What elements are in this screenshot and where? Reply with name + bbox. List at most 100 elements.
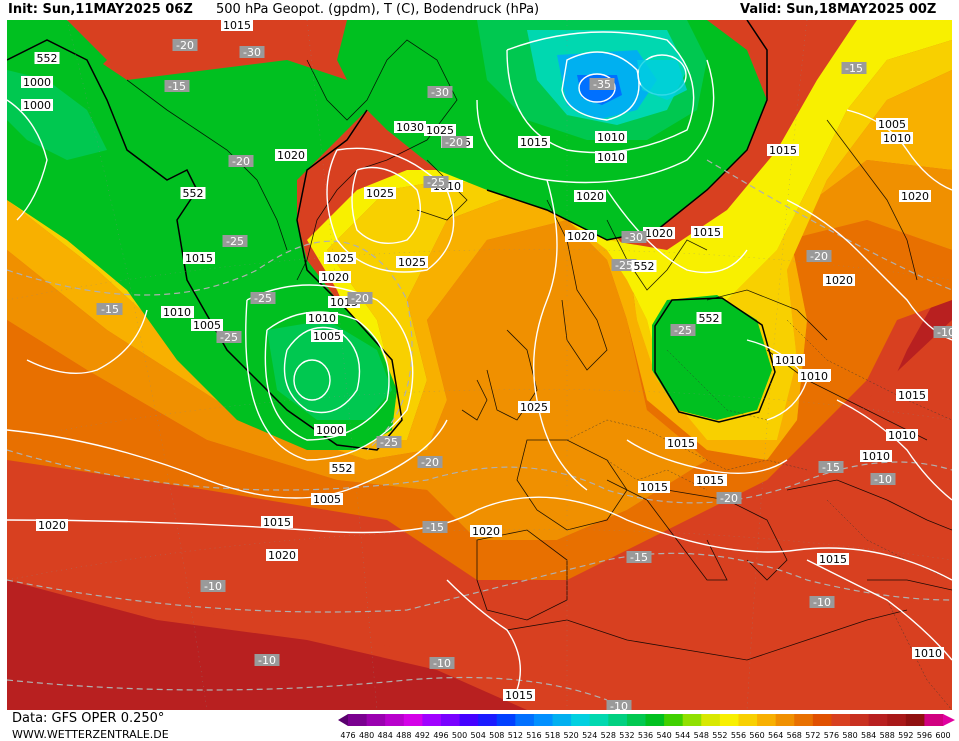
isobar-label: 1015 [221, 20, 253, 32]
temperature-label-text: -10 [937, 326, 952, 339]
temperature-label-text: -15 [845, 62, 863, 75]
isobar-label-text: 1010 [862, 450, 890, 463]
colorbar-tick-label: 544 [675, 731, 690, 740]
isobar-label-text: 1020 [38, 519, 66, 532]
colorbar-tick-label: 496 [433, 731, 448, 740]
isobar-label: 1025 [518, 401, 550, 414]
isobar-label: 1010 [798, 370, 830, 383]
isobar-label: 1030 [394, 121, 426, 134]
field-teal-nw [7, 70, 107, 160]
temperature-label: -20 [228, 155, 254, 168]
temperature-label-text: -25 [380, 436, 398, 449]
temperature-label-text: -10 [258, 654, 276, 667]
isobar-label: 1020 [470, 525, 502, 538]
colorbar-tick-label: 576 [824, 731, 839, 740]
isobar-label: 1010 [912, 647, 944, 660]
isobar-label-text: 1025 [398, 256, 426, 269]
isobar-label: 1005 [311, 330, 343, 343]
isobars [7, 31, 952, 691]
colorbar-cell [664, 714, 684, 726]
colorbar-tick-label: 476 [340, 731, 355, 740]
colorbar-tick-label: 488 [396, 731, 411, 740]
colorbar-cell [589, 714, 609, 726]
forecast-map: 1015100010301025101510151010102010251010… [7, 20, 952, 710]
isobar-label-text: 1025 [520, 401, 548, 414]
colorbar-cell [496, 714, 516, 726]
isobar-label-text: 1010 [775, 354, 803, 367]
colorbar-right-arrow [943, 714, 955, 726]
temperature-label: -15 [841, 62, 867, 75]
colorbar-tick-label: 592 [898, 731, 913, 740]
colorbar-legend: 476 480 484 488 492 496 500 504 508 512 516 518 520 5… [338, 714, 955, 740]
temperature-label-text: -30 [625, 231, 643, 244]
isobar-label-text: 1010 [597, 131, 625, 144]
temperature-label: -15 [164, 80, 190, 93]
isobar-label: 1015 [503, 689, 535, 702]
colorbar-cell [794, 714, 814, 726]
isobar-label-text: 1015 [505, 689, 533, 702]
temperature-label: -15 [818, 461, 844, 474]
isobar-label-text: 1010 [597, 151, 625, 164]
colorbar-tick-label: 596 [917, 731, 932, 740]
isobar-label-text: 1000 [23, 99, 51, 112]
temperature-label-text: -15 [426, 521, 444, 534]
colorbar-tick-label: 504 [471, 731, 486, 740]
geopotential-label: 552 [180, 187, 206, 200]
temperature-label-text: -20 [810, 250, 828, 263]
isobar-label-text: 1020 [901, 190, 929, 203]
colorbar-tick-label: 540 [656, 731, 671, 740]
isobar-label: 1020 [899, 190, 931, 203]
isobar-label: 1005 [876, 118, 908, 131]
colorbar-cell [682, 714, 702, 726]
colorbar-cell [478, 714, 498, 726]
isobar-label-text: 1005 [193, 319, 221, 332]
isobar-label-text: 1005 [878, 118, 906, 131]
temperature-label-text: -20 [232, 155, 250, 168]
isobar-label-text: 1015 [263, 516, 291, 529]
colorbar-tick-label: 584 [861, 731, 876, 740]
temperature-label-text: -20 [445, 136, 463, 149]
temperature-label: -30 [427, 86, 453, 99]
colorbar-left-arrow [338, 714, 348, 726]
field-darkred-sw [7, 580, 527, 710]
field-teal-atl [267, 320, 392, 420]
colorbar-tick-label: 500 [452, 731, 467, 740]
isobar-label-text: 1015 [819, 553, 847, 566]
isobar-label: 1015 [694, 474, 726, 487]
isobar-label: 1010 [881, 132, 913, 145]
isobar-label: 1025 [424, 124, 456, 137]
colorbar-cell [812, 714, 832, 726]
colorbar-tick-label: 568 [787, 731, 802, 740]
colorbar-tick-label: 552 [712, 731, 727, 740]
borders [566, 319, 952, 710]
isobar-label: 1020 [36, 519, 68, 532]
geopotential-label-text: 552 [332, 462, 353, 475]
isobar-label-text: 1020 [567, 230, 595, 243]
isobar-label: 1015 [817, 553, 849, 566]
isobar-label: 1015 [261, 516, 293, 529]
isobar-label: 1010 [306, 312, 338, 325]
temperature-label-text: -10 [610, 700, 628, 710]
temperature-label: -10 [429, 657, 455, 670]
colorbar-cell [905, 714, 925, 726]
colorbar-tick-label: 512 [508, 731, 523, 740]
isobar-label: 1015 [638, 481, 670, 494]
temperature-label: -20 [417, 456, 443, 469]
isobar-label: 1010 [773, 354, 805, 367]
colorbar-tick-label: 600 [935, 731, 950, 740]
colorbar-cell [645, 714, 665, 726]
temperature-label-text: -35 [593, 78, 611, 91]
isobar-label-text: 1015 [769, 144, 797, 157]
colorbar-tick-label: 580 [842, 731, 857, 740]
temperature-label-text: -10 [433, 657, 451, 670]
colorbar-tick-label: 548 [694, 731, 709, 740]
isobar-label-text: 1010 [163, 306, 191, 319]
isobar-label: 1000 [21, 76, 53, 89]
geopotential-label-text: 552 [183, 187, 204, 200]
latlon-grid [7, 20, 952, 710]
isobar-label-text: 1020 [472, 525, 500, 538]
colorbar-cell [385, 714, 405, 726]
contour-552-centre [654, 297, 776, 423]
colorbar-cell [552, 714, 572, 726]
colorbar-tick-label: 560 [749, 731, 764, 740]
